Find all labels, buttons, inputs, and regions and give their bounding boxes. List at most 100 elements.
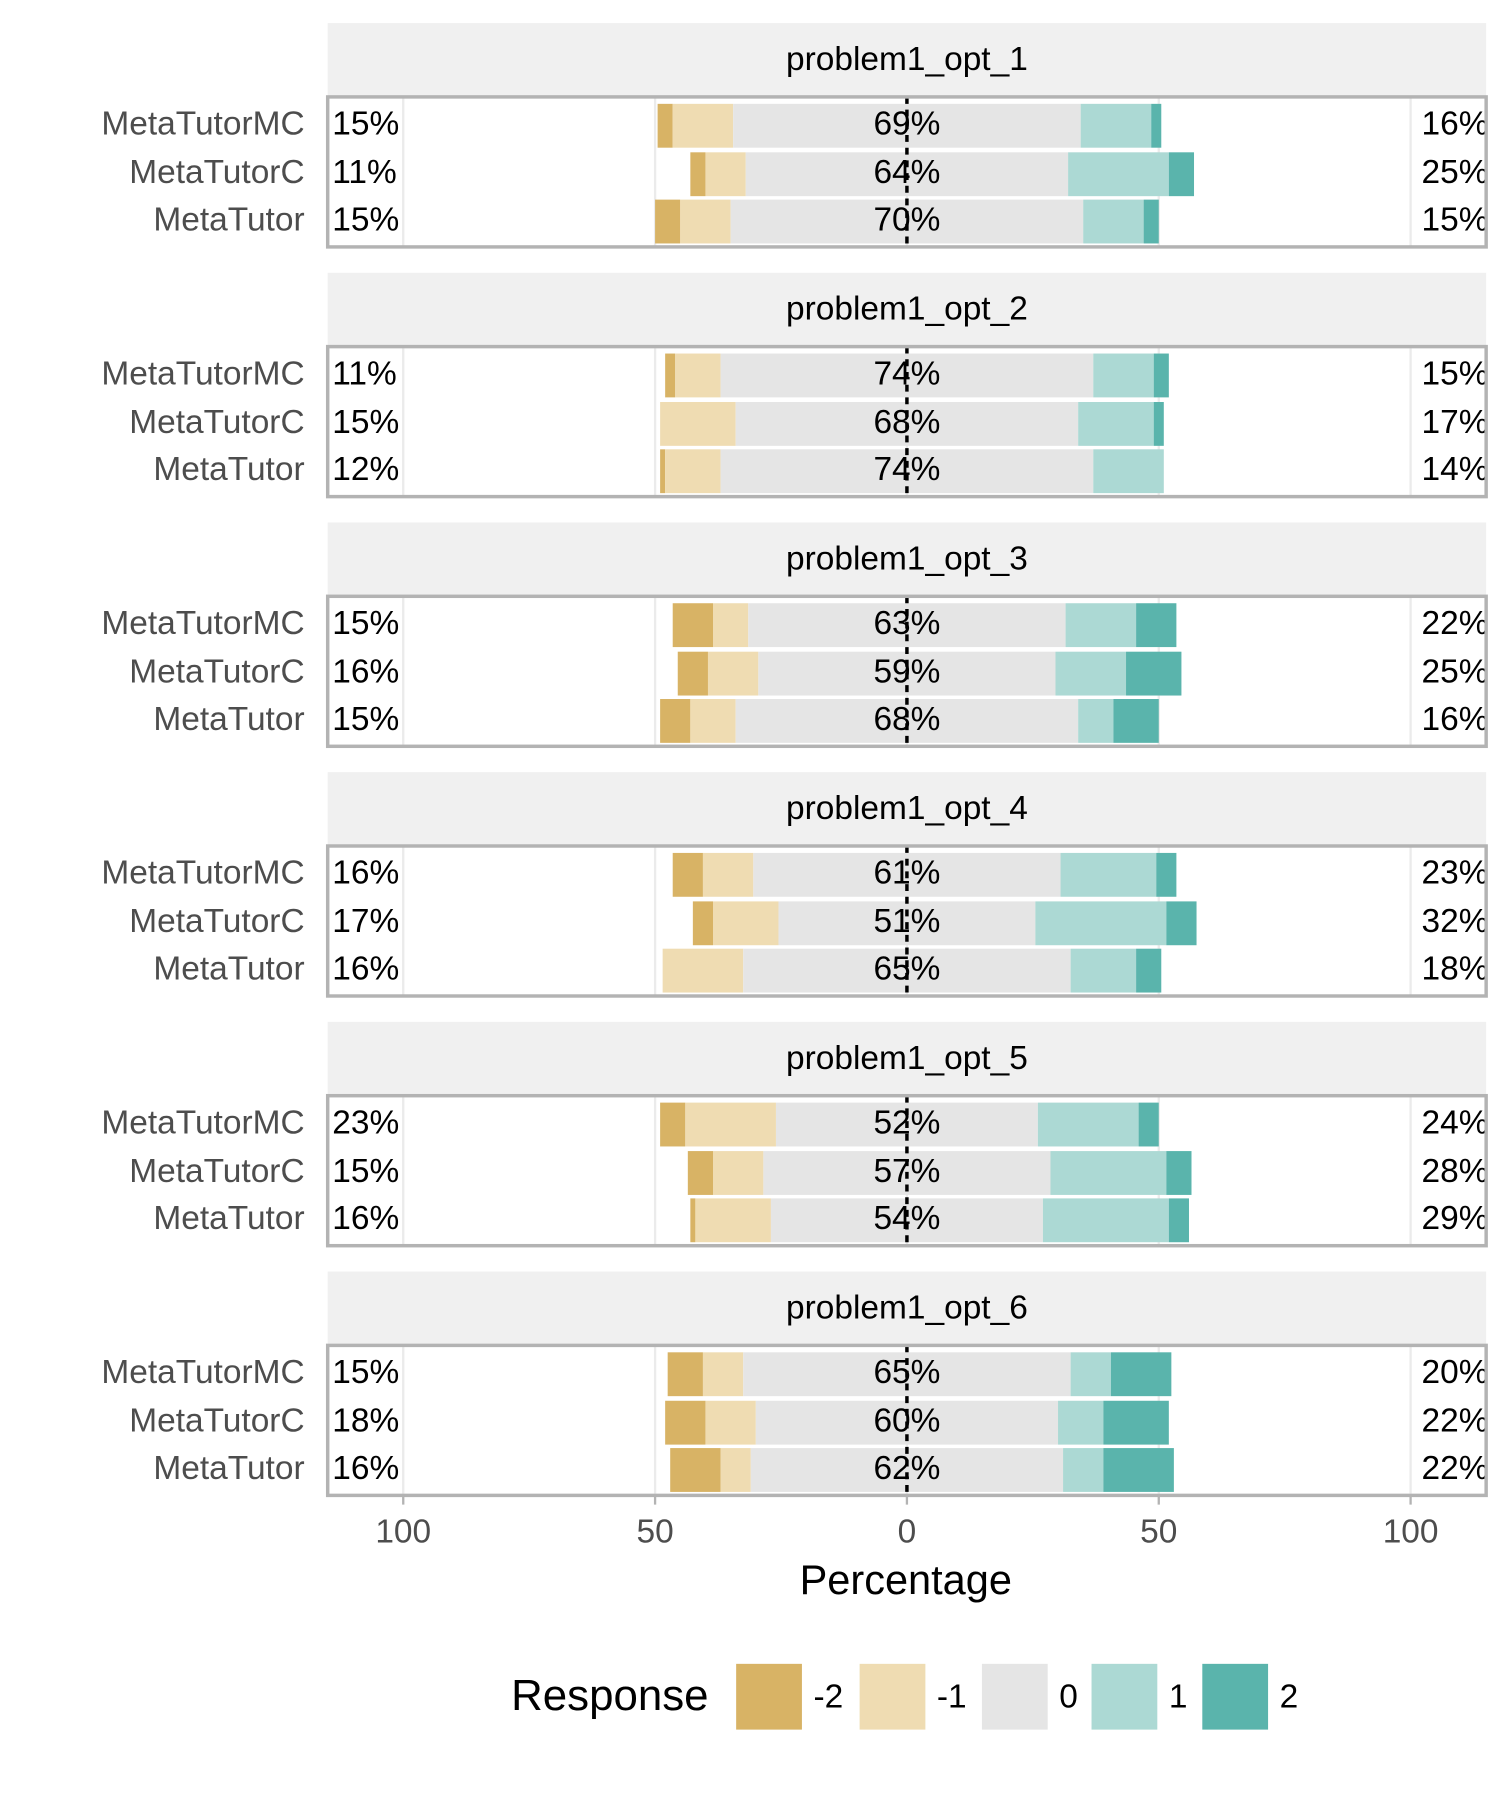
bar-segment bbox=[1078, 699, 1114, 743]
high-label: 15% bbox=[1422, 201, 1489, 238]
bar-segment bbox=[1080, 103, 1152, 148]
category-label: MetaTutorMC bbox=[101, 355, 304, 392]
low-label: 18% bbox=[332, 1403, 399, 1440]
panel-border bbox=[325, 1093, 1488, 1248]
neutral-label: 57% bbox=[873, 1153, 940, 1190]
bar-segment bbox=[730, 199, 1084, 244]
bar-segment bbox=[1103, 1448, 1174, 1492]
bar-segment bbox=[1042, 1198, 1169, 1243]
low-label: 15% bbox=[332, 106, 399, 143]
legend-label: 0 bbox=[1059, 1678, 1078, 1715]
facet-strip bbox=[327, 1021, 1487, 1096]
category-label: MetaTutorC bbox=[129, 1403, 304, 1440]
bar-segment bbox=[690, 152, 706, 197]
high-label: 18% bbox=[1422, 950, 1489, 987]
category-label: MetaTutorC bbox=[129, 903, 304, 940]
bar-segment bbox=[705, 1400, 756, 1445]
x-axis-title: Percentage bbox=[800, 1556, 1012, 1603]
high-label: 28% bbox=[1422, 1153, 1489, 1190]
bar-segment bbox=[657, 103, 673, 148]
facet-strip bbox=[327, 772, 1487, 846]
neutral-label: 68% bbox=[873, 404, 940, 441]
low-label: 16% bbox=[332, 653, 399, 690]
bar-segment bbox=[713, 1151, 764, 1195]
neutral-label: 74% bbox=[873, 451, 940, 488]
bar-segment bbox=[1060, 852, 1157, 897]
category-label: MetaTutorC bbox=[129, 154, 304, 191]
bar-segment bbox=[672, 603, 714, 648]
category-label: MetaTutorMC bbox=[101, 1354, 304, 1391]
category-label: MetaTutor bbox=[153, 950, 304, 987]
legend-key bbox=[1091, 1663, 1158, 1730]
bar-segment bbox=[1151, 103, 1162, 148]
legend-key bbox=[1202, 1663, 1269, 1730]
bar-segment bbox=[1070, 1352, 1111, 1397]
bar-segment bbox=[1065, 603, 1137, 648]
bar-segment bbox=[1063, 1448, 1104, 1492]
category-label: MetaTutorC bbox=[129, 404, 304, 441]
category-label: MetaTutorMC bbox=[101, 855, 304, 892]
bar-segment bbox=[1068, 152, 1169, 197]
bar-segment bbox=[1093, 449, 1164, 494]
low-label: 16% bbox=[332, 1450, 399, 1487]
bar-segment bbox=[1168, 1198, 1189, 1243]
high-label: 23% bbox=[1422, 855, 1489, 892]
high-label: 17% bbox=[1422, 404, 1489, 441]
bar-segment bbox=[687, 1151, 714, 1195]
bar-segment bbox=[702, 852, 754, 897]
legend-key bbox=[981, 1663, 1048, 1730]
x-tick-label: 0 bbox=[898, 1513, 917, 1550]
legend-label: 2 bbox=[1280, 1678, 1299, 1715]
bar-segment bbox=[690, 699, 736, 743]
bar-segment bbox=[660, 449, 666, 494]
bar-segment bbox=[677, 651, 708, 696]
high-label: 22% bbox=[1422, 605, 1489, 642]
facet-title: problem1_opt_3 bbox=[786, 540, 1028, 577]
high-label: 24% bbox=[1422, 1104, 1489, 1141]
bar-segment bbox=[1136, 603, 1177, 648]
legend-label: -1 bbox=[937, 1678, 967, 1715]
bar-segment bbox=[685, 1102, 776, 1147]
category-label: MetaTutor bbox=[153, 451, 304, 488]
panel-border bbox=[325, 594, 1488, 749]
legend-key bbox=[859, 1663, 926, 1730]
bar-segment bbox=[1110, 1352, 1172, 1397]
bar-segment bbox=[720, 449, 1094, 494]
low-label: 11% bbox=[332, 355, 396, 392]
bar-segment bbox=[770, 1198, 1043, 1243]
facet-strip bbox=[327, 272, 1487, 347]
bar-segment bbox=[1050, 1151, 1167, 1195]
category-label: MetaTutor bbox=[153, 701, 304, 738]
high-label: 16% bbox=[1422, 106, 1489, 143]
bar-segment bbox=[750, 1448, 1064, 1492]
low-label: 12% bbox=[332, 451, 399, 488]
category-label: MetaTutor bbox=[153, 1200, 304, 1237]
bar-segment bbox=[1143, 199, 1159, 244]
panel-border bbox=[325, 844, 1488, 998]
facet-title: problem1_opt_5 bbox=[786, 1040, 1028, 1077]
bar-segment bbox=[695, 1198, 771, 1243]
bar-segment bbox=[1103, 1400, 1169, 1445]
panel-border bbox=[325, 344, 1488, 499]
neutral-label: 65% bbox=[873, 950, 940, 987]
bar-segment bbox=[1166, 901, 1197, 946]
bar-segment bbox=[1153, 402, 1164, 446]
bar-segment bbox=[1168, 152, 1195, 197]
bar-segment bbox=[1037, 1102, 1139, 1147]
neutral-label: 51% bbox=[873, 903, 940, 940]
bar-segment bbox=[1113, 699, 1159, 743]
low-label: 17% bbox=[332, 903, 399, 940]
facet-title: problem1_opt_2 bbox=[786, 291, 1028, 328]
bar-segment bbox=[713, 603, 749, 648]
high-label: 25% bbox=[1422, 653, 1489, 690]
category-label: MetaTutor bbox=[153, 201, 304, 238]
bar-segment bbox=[667, 1352, 703, 1397]
low-label: 16% bbox=[332, 1200, 399, 1237]
bar-segment bbox=[1035, 901, 1167, 946]
x-tick-label: 100 bbox=[375, 1513, 431, 1550]
x-tick-label: 100 bbox=[1383, 1513, 1439, 1550]
low-label: 15% bbox=[332, 1354, 399, 1391]
facet-title: problem1_opt_6 bbox=[786, 1289, 1028, 1326]
high-label: 32% bbox=[1422, 903, 1489, 940]
